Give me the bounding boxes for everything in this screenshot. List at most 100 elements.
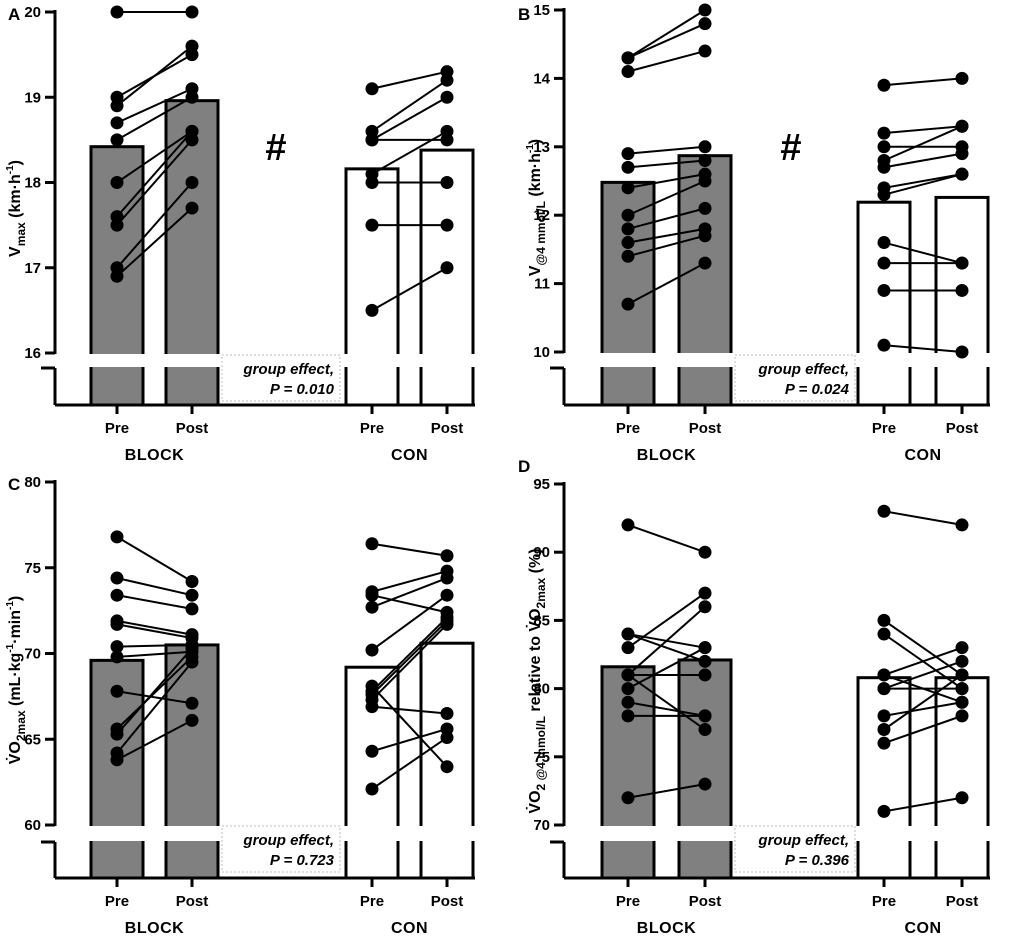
subject-line-block <box>116 130 193 184</box>
group-effect-p-value: P = 0.024 <box>785 381 850 398</box>
subject-line-block <box>627 592 706 649</box>
data-point-pre-block <box>110 90 124 104</box>
data-point-pre-block <box>621 668 635 682</box>
data-point-pre-block <box>621 641 635 655</box>
data-point-post-block <box>185 5 199 19</box>
subject-line-con <box>883 796 963 813</box>
data-point-pre-con <box>365 537 379 551</box>
subject-line-block <box>627 783 706 799</box>
data-point-post-con <box>955 709 969 723</box>
subject-line-block <box>116 207 193 278</box>
data-point-pre-block <box>110 269 124 283</box>
subject-line-block <box>627 22 706 59</box>
subject-line-block <box>116 87 193 124</box>
subject-line-block <box>116 623 193 640</box>
data-point-post-block <box>185 696 199 710</box>
data-point-post-block <box>185 602 199 616</box>
data-point-pre-block <box>621 249 635 263</box>
y-axis-label-part: @4 mmol/L <box>534 201 548 265</box>
y-tick-label: 90 <box>533 544 550 561</box>
data-point-post-block <box>185 713 199 727</box>
data-point-pre-block <box>621 208 635 222</box>
subject-line-con <box>371 736 448 790</box>
y-axis-label: V̇O2 @4 mmol/L relative to V̇O2max (%) <box>526 548 548 813</box>
data-point-post-con <box>440 571 454 585</box>
significance-hash: # <box>780 127 801 169</box>
y-tick-label: 15 <box>533 2 550 19</box>
y-tick-label: 16 <box>24 345 41 362</box>
subject-line-block <box>627 606 706 676</box>
data-point-pre-con <box>365 782 379 796</box>
data-point-pre-block <box>110 176 124 189</box>
subject-line-block <box>627 159 706 169</box>
subject-line-con <box>883 344 963 353</box>
data-point-pre-block <box>621 236 635 250</box>
data-point-post-block <box>698 153 712 167</box>
data-point-pre-con <box>877 188 891 202</box>
x-tick-label-pre: Pre <box>105 420 129 437</box>
group-effect-box <box>734 354 856 402</box>
data-point-post-con <box>440 261 454 275</box>
y-axis-label-part: ) <box>527 139 544 144</box>
data-point-pre-block <box>110 727 124 741</box>
subject-line-block <box>116 53 193 99</box>
data-point-pre-block <box>621 518 635 532</box>
data-point-pre-con <box>877 256 891 270</box>
data-point-post-con <box>955 668 969 682</box>
y-tick-label: 80 <box>24 474 41 491</box>
data-point-pre-con <box>877 804 891 818</box>
subject-line-con <box>883 125 963 162</box>
subject-line-con <box>883 674 963 731</box>
data-point-pre-con <box>365 133 379 147</box>
subject-line-block <box>627 9 706 59</box>
y-axis-label-part: ) <box>7 160 24 165</box>
data-point-pre-block <box>110 753 124 767</box>
x-tick-label-post: Post <box>946 420 979 437</box>
data-point-pre-block <box>621 181 635 195</box>
subject-line-con <box>883 77 963 87</box>
x-tick-label-pre: Pre <box>872 893 896 910</box>
group-label-block: BLOCK <box>637 447 696 464</box>
y-axis-label-part: V <box>527 265 544 276</box>
data-point-pre-con <box>877 140 891 154</box>
data-point-post-block <box>698 256 712 270</box>
subject-line-block <box>116 536 193 583</box>
x-tick-label-post: Post <box>689 420 722 437</box>
data-point-post-block <box>698 600 712 614</box>
y-axis-label-part: V <box>7 246 24 257</box>
data-point-pre-block <box>621 695 635 709</box>
bar-post-block <box>677 154 733 407</box>
data-point-post-block <box>698 201 712 215</box>
data-point-pre-con <box>365 176 379 189</box>
panel-letter: A <box>8 5 20 24</box>
y-tick-label: 85 <box>533 612 550 629</box>
subject-line-con <box>883 619 963 676</box>
group-label-con: CON <box>904 447 941 464</box>
data-point-post-block <box>698 17 712 31</box>
y-axis-label-part: (mL·kg <box>7 653 24 711</box>
y-axis-label: V@4 mmol/L (km·h-1) <box>525 139 548 276</box>
subject-line-block <box>627 633 706 663</box>
y-tick-label: 20 <box>24 4 41 21</box>
data-point-post-con <box>955 345 969 359</box>
y-axis-label: Vmax (km·h-1) <box>5 160 28 257</box>
subject-line-block <box>116 181 193 269</box>
y-tick-label: 18 <box>24 175 41 192</box>
bar-pre-con <box>344 167 400 407</box>
data-point-post-block <box>185 574 199 588</box>
data-point-post-block <box>185 133 199 147</box>
subject-line-block <box>627 646 706 690</box>
subject-line-con <box>371 70 448 90</box>
data-point-pre-con <box>877 709 891 723</box>
y-axis-label: V̇O2max (mL·kg-1·min-1) <box>5 596 28 765</box>
data-point-pre-block <box>621 709 635 723</box>
subject-line-block <box>627 145 706 155</box>
data-point-post-con <box>955 641 969 655</box>
subject-line-con <box>883 646 963 676</box>
group-label-con: CON <box>391 920 428 936</box>
data-point-pre-con <box>877 627 891 641</box>
data-point-pre-block <box>110 588 124 602</box>
y-tick-label: 11 <box>534 276 550 293</box>
group-label-con: CON <box>391 447 428 464</box>
subject-line-block <box>116 661 193 754</box>
